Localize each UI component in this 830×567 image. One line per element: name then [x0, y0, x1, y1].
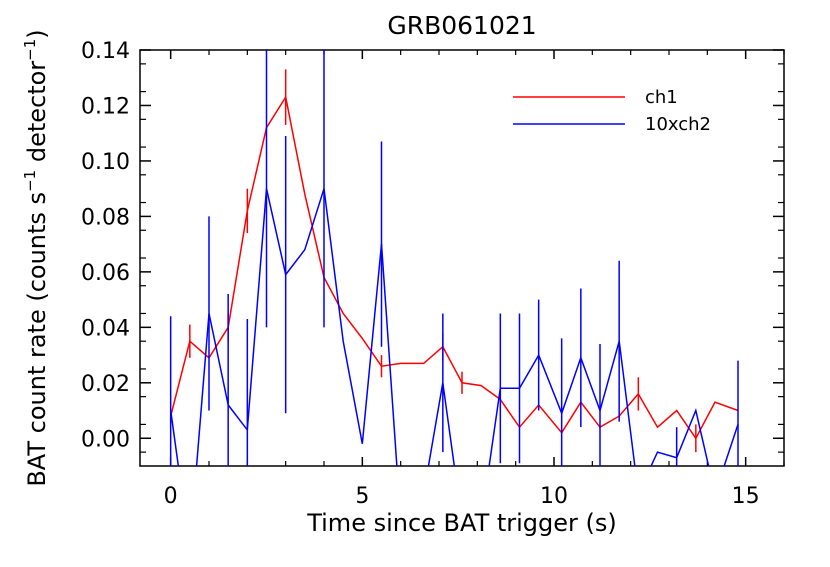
legend-label-ch1: ch1: [645, 87, 678, 108]
y-axis-label-main: BAT count rate (counts s: [23, 192, 51, 487]
y-tick-label: 0.02: [81, 372, 130, 397]
y-axis-label-sup-1: −1: [21, 170, 39, 192]
chart-title: GRB061021: [387, 11, 536, 40]
y-tick-label: 0.06: [81, 261, 130, 286]
legend: ch1 10xch2: [513, 87, 711, 135]
y-tick-label: 0.12: [81, 94, 130, 119]
y-tick-label: 0.10: [81, 150, 130, 175]
y-tick-label: 0.14: [81, 39, 130, 64]
y-tick-label: 0.00: [81, 427, 130, 452]
series-line-ch1: [169, 95, 739, 440]
x-tick-label: 0: [164, 484, 178, 509]
y-axis-label-mid: detector: [23, 61, 51, 170]
x-tick-label: 10: [540, 484, 568, 509]
x-axis-label: Time since BAT trigger (s): [306, 509, 617, 537]
x-axis-ticks: 0 5 10 15: [164, 50, 785, 509]
y-axis-ticks: 0.00 0.02 0.04 0.06 0.08 0.10 0.12 0.14: [81, 39, 784, 453]
legend-label-10xch2: 10xch2: [645, 114, 711, 135]
y-axis-label: BAT count rate (counts s−1 detector−1): [21, 29, 51, 486]
plot-frame: [139, 49, 785, 467]
x-tick-label: 15: [732, 484, 760, 509]
series-line-10xch2: [169, 188, 739, 466]
y-axis-label-sup-2: −1: [21, 39, 39, 61]
x-tick-label: 5: [355, 484, 369, 509]
y-axis-label-end: ): [23, 29, 51, 38]
series-layer: [169, 50, 739, 466]
y-tick-label: 0.08: [81, 205, 130, 230]
y-tick-label: 0.04: [81, 316, 130, 341]
